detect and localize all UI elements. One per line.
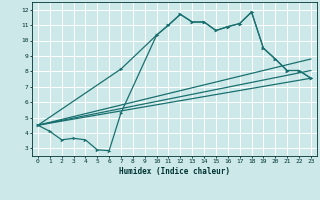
X-axis label: Humidex (Indice chaleur): Humidex (Indice chaleur) <box>119 167 230 176</box>
